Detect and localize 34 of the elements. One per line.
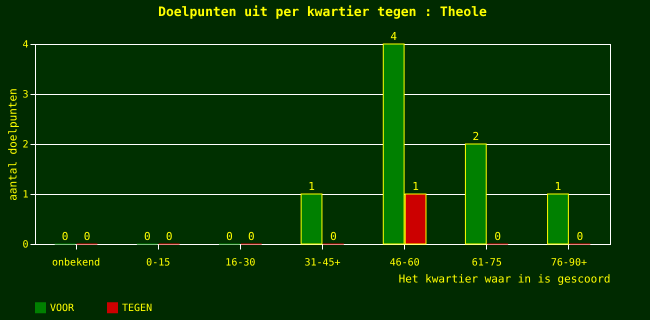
legend-label: TEGEN	[122, 302, 152, 314]
data-label: 0	[166, 230, 172, 243]
x-tick-label: 16-30	[225, 258, 256, 268]
y-tick-label: 0	[22, 240, 28, 250]
data-label: 0	[494, 230, 502, 243]
y-tick-label: 2	[22, 140, 28, 150]
y-tick-label: 3	[22, 90, 28, 100]
data-label: 0	[248, 230, 255, 243]
x-tick-label: 0-15	[146, 258, 170, 268]
data-label: 0	[330, 230, 337, 243]
data-label: 1	[308, 180, 315, 193]
data-label: 0	[144, 230, 151, 243]
data-label: 1	[412, 180, 419, 193]
data-label: 0	[226, 230, 233, 243]
data-label: 4	[390, 30, 398, 43]
x-tick-label: 61-75	[472, 258, 502, 268]
y-tick-label: 4	[22, 40, 28, 50]
legend-label: VOOR	[50, 302, 76, 314]
data-label: 2	[472, 130, 480, 143]
data-label: 1	[554, 180, 562, 193]
chart-title: Doelpunten uit per kwartier tegen : Theole	[158, 5, 488, 20]
x-axis-title: Het kwartier waar in is gescoord	[398, 272, 610, 286]
y-tick-label: 1	[22, 190, 28, 200]
bar	[547, 194, 569, 244]
x-tick-label: onbekend	[52, 258, 100, 268]
x-tick-label: 31-45+	[304, 258, 341, 268]
x-tick-label: 46-60	[390, 258, 420, 268]
data-label: 0	[576, 230, 584, 243]
data-label: 0	[62, 230, 68, 243]
bar	[464, 144, 487, 244]
bar	[300, 194, 322, 244]
x-tick-label: 76-90+	[550, 258, 587, 268]
data-label: 0	[84, 230, 90, 243]
y-axis-title: aantal doelpunten	[6, 88, 20, 201]
